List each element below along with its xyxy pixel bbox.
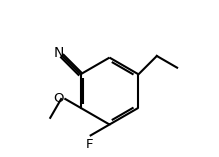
Text: N: N — [53, 46, 64, 60]
Text: O: O — [53, 92, 64, 105]
Text: F: F — [86, 138, 94, 151]
